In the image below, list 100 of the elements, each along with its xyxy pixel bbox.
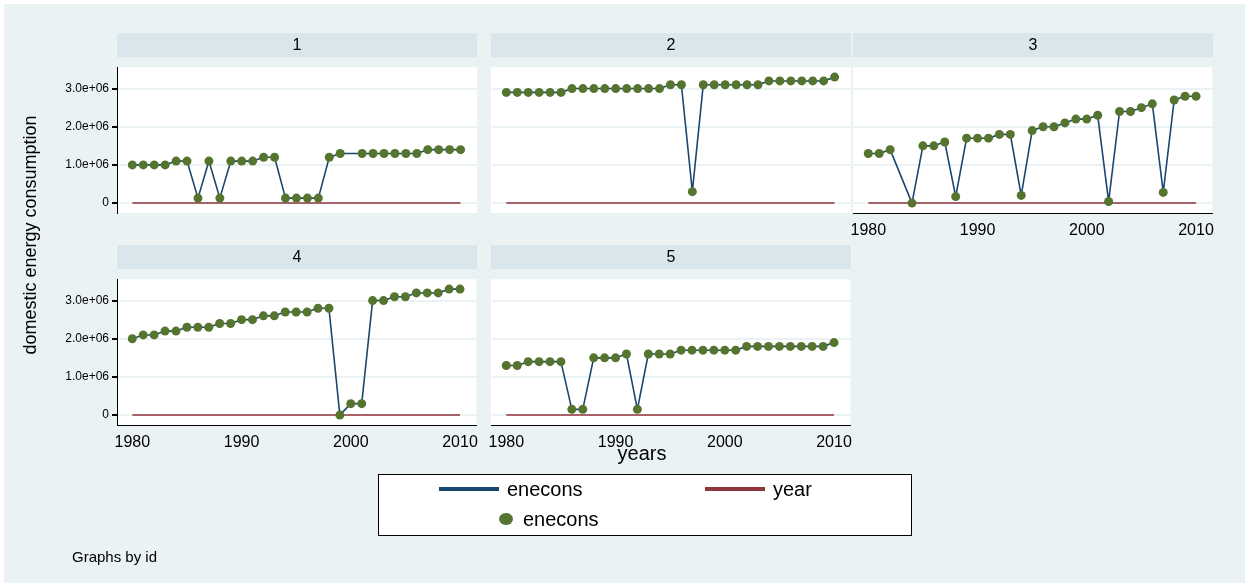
chart-title: 1 [117,33,477,57]
point [643,349,653,359]
x-tick-label: 1990 [223,433,260,451]
x-tick-label: 1990 [959,221,996,239]
point [281,193,291,203]
point [1060,118,1070,128]
point [774,341,784,351]
point [589,84,599,94]
point [556,87,566,97]
chart-title: 4 [117,245,477,269]
point [796,341,806,351]
point [412,148,422,158]
x-tick-label: 1980 [850,221,887,239]
point [324,303,334,313]
legend-label: year [773,477,812,501]
point [400,292,410,302]
point [1136,103,1146,113]
point [763,341,773,351]
point [423,145,433,155]
point [390,148,400,158]
point [1147,99,1157,109]
point [1158,187,1168,197]
point [567,84,577,94]
point [720,80,730,90]
point [676,345,686,355]
point [863,148,873,158]
point [742,80,752,90]
point [1027,126,1037,136]
point [698,345,708,355]
point [269,311,279,321]
y-tick-label: 0 [102,407,110,422]
x-tick-label: 2000 [332,433,369,451]
point [335,410,345,420]
point [335,148,345,158]
point [127,334,137,344]
point [501,360,511,370]
point [226,318,236,328]
point [644,84,654,94]
point [324,152,334,162]
point [818,341,828,351]
point [589,353,599,363]
point [1169,95,1179,105]
point [138,160,148,170]
point [346,399,356,409]
point [1115,106,1125,116]
point [204,156,214,166]
point [171,156,181,166]
point [237,315,247,325]
point [633,84,643,94]
y-tick-label: 2.0e+06 [65,119,110,134]
point [534,87,544,97]
point [237,156,247,166]
point [1125,106,1135,116]
point [829,338,839,348]
point [687,187,697,197]
point [753,80,763,90]
point [1049,122,1059,132]
point [291,193,301,203]
x-tick-label: 1980 [488,433,525,451]
point [280,307,290,317]
point [545,357,555,367]
chart-title: 5 [491,245,851,269]
point [578,84,588,94]
point [665,349,675,359]
point [621,349,631,359]
point [138,330,148,340]
point [1071,114,1081,124]
point [918,141,928,151]
point [731,80,741,90]
point [389,292,399,302]
point [764,76,774,86]
point [149,160,159,170]
point [204,322,214,332]
point [983,133,993,143]
point [611,353,621,363]
point [720,345,730,355]
point [445,145,455,155]
point [215,318,225,328]
point [654,349,664,359]
point [248,156,258,166]
point [1180,91,1190,101]
point [313,303,323,313]
point [632,404,642,414]
y-tick-label: 1.0e+06 [65,157,110,172]
legend-label: enecons [523,507,599,531]
x-tick-label: 2000 [706,433,743,451]
point [434,145,444,155]
point [698,80,708,90]
point [665,80,675,90]
point [962,133,972,143]
point [523,87,533,97]
point [611,84,621,94]
point [313,193,323,203]
point [302,307,312,317]
point [874,148,884,158]
text: Graphs by id [72,548,158,565]
chart-title: 3 [853,33,1213,57]
point [622,84,632,94]
point [357,148,367,158]
point [291,307,301,317]
